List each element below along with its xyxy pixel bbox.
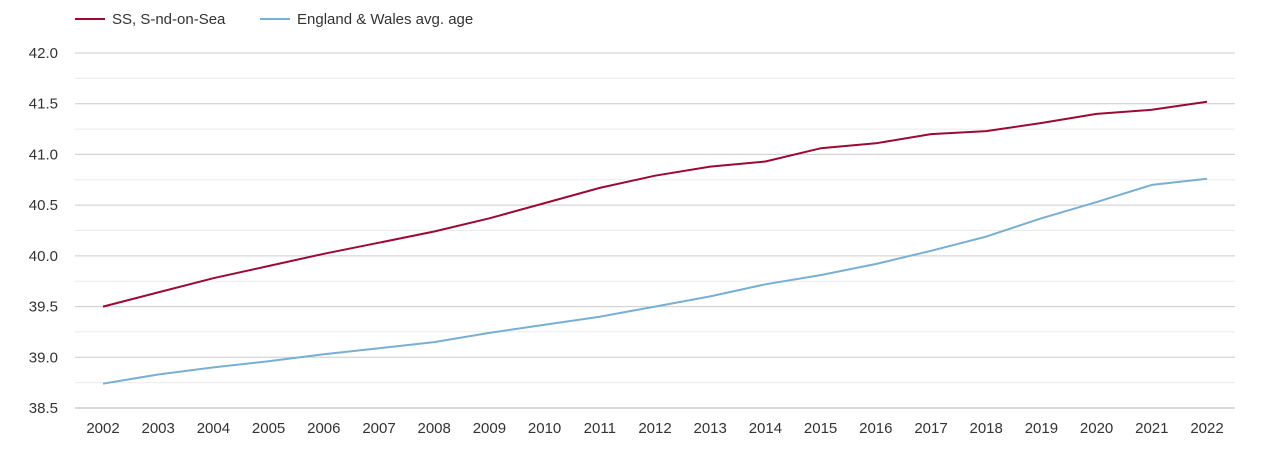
x-tick-label: 2005 <box>252 420 285 437</box>
x-tick-label: 2006 <box>307 420 340 437</box>
x-axis-labels: 2002 2003 2004 2005 2006 2007 2008 2009 2010 2011… <box>86 420 1223 437</box>
x-tick-label: 2018 <box>970 420 1003 437</box>
series-line-2 <box>102 177 1208 385</box>
legend-label-series-2: England & Wales avg. age <box>297 11 473 28</box>
x-tick-label: 2004 <box>197 420 230 437</box>
x-tick-label: 2016 <box>859 420 892 437</box>
x-tick-label: 2013 <box>694 420 727 437</box>
x-tick-label: 2017 <box>914 420 947 437</box>
y-axis: 38.5 39.0 39.5 40.0 40.5 41.0 41.5 42.0 <box>29 45 58 417</box>
grid <box>75 52 1235 384</box>
x-tick-label: 2012 <box>638 420 671 437</box>
legend-item-series-2: England & Wales avg. age <box>260 11 473 28</box>
series-lines <box>102 100 1208 385</box>
legend: SS, S-nd-on-Sea England & Wales avg. age <box>75 11 473 28</box>
y-tick-label: 41.0 <box>29 146 58 163</box>
x-tick-label: 2021 <box>1135 420 1168 437</box>
y-tick-label: 39.5 <box>29 299 58 316</box>
x-tick-label: 2010 <box>528 420 561 437</box>
x-tick-label: 2019 <box>1025 420 1058 437</box>
x-tick-label: 2015 <box>804 420 837 437</box>
y-tick-label: 42.0 <box>29 45 58 62</box>
x-tick-label: 2003 <box>142 420 175 437</box>
legend-item-series-1: SS, S-nd-on-Sea <box>75 11 226 28</box>
x-tick-label: 2014 <box>749 420 782 437</box>
y-tick-label: 41.5 <box>29 96 58 113</box>
y-tick-label: 39.0 <box>29 349 58 366</box>
x-tick-label: 2011 <box>584 420 616 437</box>
y-tick-label: 40.0 <box>29 248 58 265</box>
x-tick-label: 2009 <box>473 420 506 437</box>
x-tick-label: 2007 <box>362 420 395 437</box>
x-tick-label: 2022 <box>1190 420 1223 437</box>
x-tick-label: 2020 <box>1080 420 1113 437</box>
y-tick-label: 40.5 <box>29 197 58 214</box>
series-line-1 <box>102 100 1208 308</box>
x-tick-label: 2008 <box>418 420 451 437</box>
y-tick-label: 38.5 <box>29 400 58 417</box>
x-tick-label: 2002 <box>86 420 119 437</box>
legend-label-series-1: SS, S-nd-on-Sea <box>112 11 226 28</box>
